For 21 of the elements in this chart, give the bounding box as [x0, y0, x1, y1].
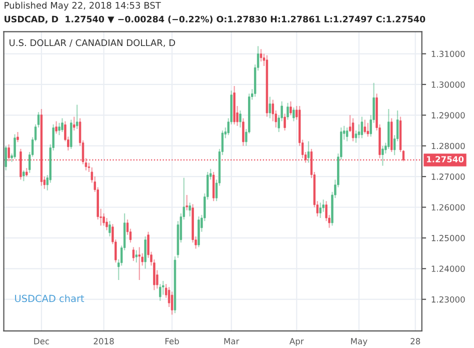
y-tick-label: 1.26000 — [432, 204, 465, 211]
x-tick-label: Mar — [224, 338, 240, 344]
y-tick-label: 1.25000 — [432, 234, 465, 242]
y-tick-label: 1.24000 — [432, 266, 465, 272]
y-tick-label: 1.30000 — [432, 81, 465, 88]
y-tick-label: 1.23000 — [432, 296, 465, 303]
y-tick-label: 1.28000 — [432, 142, 465, 150]
annotation: USDCAD chart — [15, 294, 84, 302]
text: U.S. DOLLAR / CANADIAN DOLLAR, D — [10, 39, 176, 48]
text: Published May 22, 2018 14:53 BST — [4, 2, 161, 10]
x-tick-label: 2018 — [94, 338, 114, 344]
x-tick-label: May — [351, 338, 368, 346]
y-tick-label: 1.29000 — [432, 112, 465, 118]
x-tick-label: Dec — [34, 338, 50, 344]
ref-line-label: 1.27540 — [426, 156, 464, 162]
x-tick-label: 28 — [410, 338, 420, 344]
x-tick-label: Apr — [290, 338, 304, 346]
text: USDCAD, D 1.27540 ▼ −0.00284 (−0.22%) O:1.27830 H:1.27861 L:1.27497 C:1.27540 — [4, 16, 426, 24]
y-tick-label: 1.31000 — [432, 50, 465, 58]
x-tick-label: Feb — [165, 338, 179, 344]
y-tick-label: 1.27000 — [432, 174, 465, 180]
